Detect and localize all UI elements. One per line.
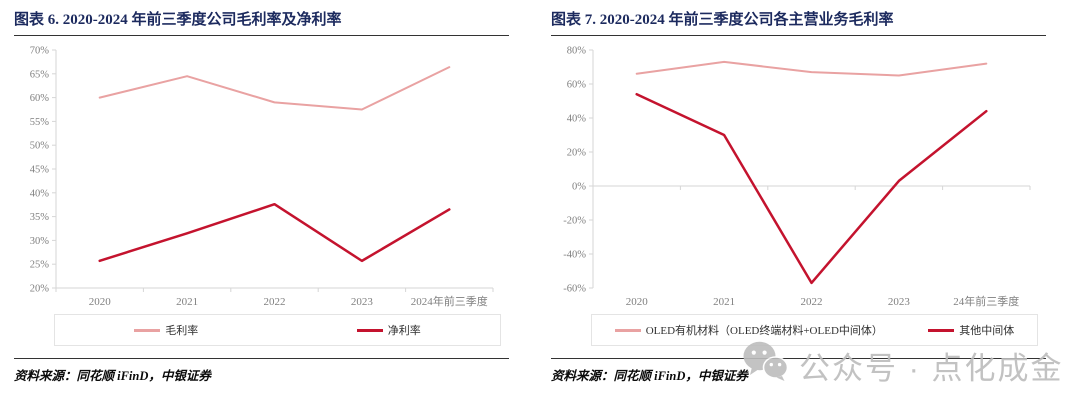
svg-text:55%: 55% xyxy=(30,117,50,128)
charts-container: 图表 6. 2020-2024 年前三季度公司毛利率及净利率 20% 25% 30%… xyxy=(0,0,1074,384)
svg-text:2023: 2023 xyxy=(888,296,911,308)
svg-text:65%: 65% xyxy=(30,69,50,80)
svg-text:30%: 30% xyxy=(30,236,50,247)
source-note: 资料来源：同花顺 iFinD，中银证券 xyxy=(551,358,1046,384)
chart-title: 图表 6. 2020-2024 年前三季度公司毛利率及净利率 xyxy=(14,10,509,36)
svg-text:60%: 60% xyxy=(567,80,587,91)
svg-text:-60%: -60% xyxy=(563,284,586,295)
line-chart-margins: 20% 25% 30% 35% 40% 45% 50% 55% 60% 65% 70% 2020 202… xyxy=(30,46,494,308)
source-note: 资料来源：同花顺 iFinD，中银证券 xyxy=(14,358,509,384)
legend-swatch-gross-margin xyxy=(134,328,161,332)
chart-panel-left: 图表 6. 2020-2024 年前三季度公司毛利率及净利率 20% 25% 30%… xyxy=(0,0,537,384)
svg-text:25%: 25% xyxy=(30,260,50,271)
svg-text:2023: 2023 xyxy=(351,296,374,308)
legend-swatch-oled-materials xyxy=(614,328,641,332)
legend-label: OLED有机材料（OLED终端材料+OLED中间体） xyxy=(645,325,883,337)
legend: OLED有机材料（OLED终端材料+OLED中间体） 其他中间体 xyxy=(591,314,1038,346)
legend-swatch-net-margin xyxy=(356,328,383,332)
svg-text:20%: 20% xyxy=(30,284,50,295)
line-chart-segment-margins: -60% -40% -20% 0% 20% 40% 60% 80% 2020 2021 2022 20… xyxy=(563,46,1031,308)
svg-text:2021: 2021 xyxy=(713,296,735,308)
svg-text:2021: 2021 xyxy=(176,296,198,308)
svg-text:60%: 60% xyxy=(30,93,50,104)
legend-swatch-other-intermediates xyxy=(928,328,955,332)
legend-item: 净利率 xyxy=(356,322,421,338)
legend: 毛利率 净利率 xyxy=(54,314,501,346)
svg-text:24年前三季度: 24年前三季度 xyxy=(953,294,1019,308)
legend-item: 毛利率 xyxy=(134,322,198,338)
svg-text:40%: 40% xyxy=(567,114,587,125)
legend-item: OLED有机材料（OLED终端材料+OLED中间体） xyxy=(614,322,883,338)
legend-label: 毛利率 xyxy=(165,325,199,337)
svg-text:-40%: -40% xyxy=(563,250,586,261)
svg-text:2022: 2022 xyxy=(264,296,286,308)
svg-text:2022: 2022 xyxy=(801,296,823,308)
legend-label: 净利率 xyxy=(387,325,421,337)
svg-text:35%: 35% xyxy=(30,212,50,223)
svg-text:2020: 2020 xyxy=(626,296,649,308)
svg-text:0%: 0% xyxy=(572,182,586,193)
svg-text:45%: 45% xyxy=(30,165,50,176)
svg-text:50%: 50% xyxy=(30,141,50,152)
svg-text:-20%: -20% xyxy=(563,216,586,227)
svg-text:20%: 20% xyxy=(567,148,587,159)
chart-title: 图表 7. 2020-2024 年前三季度公司各主营业务毛利率 xyxy=(551,10,1046,36)
svg-text:40%: 40% xyxy=(30,188,50,199)
svg-text:80%: 80% xyxy=(567,46,587,57)
legend-item: 其他中间体 xyxy=(928,322,1014,338)
svg-text:2024年前三季度: 2024年前三季度 xyxy=(411,294,488,308)
chart-panel-right: 图表 7. 2020-2024 年前三季度公司各主营业务毛利率 -60% -40%… xyxy=(537,0,1074,384)
legend-label: 其他中间体 xyxy=(959,325,1015,337)
svg-text:70%: 70% xyxy=(30,46,50,57)
svg-text:2020: 2020 xyxy=(89,296,112,308)
